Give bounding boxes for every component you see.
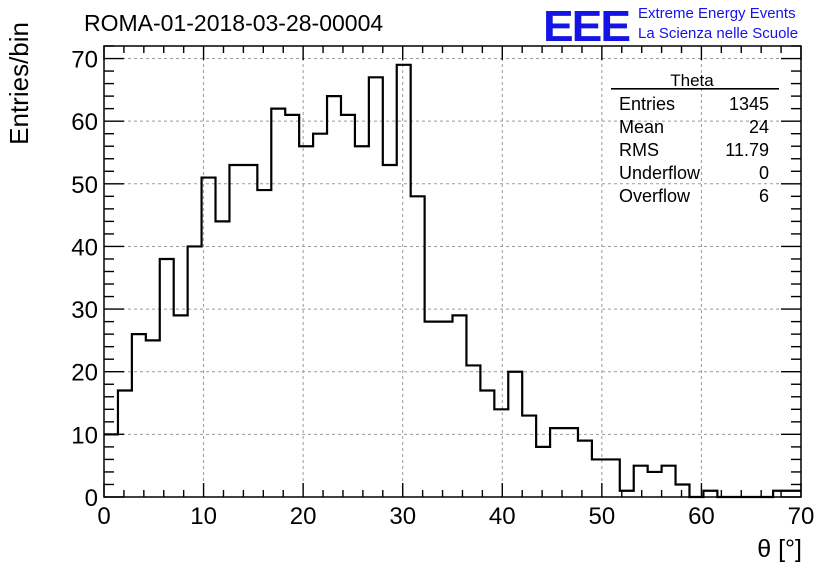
- y-axis-label: Entries/bin: [4, 22, 34, 145]
- x-tick-label: 10: [190, 503, 217, 530]
- axis-ticks: [103, 45, 802, 498]
- stats-label: Entries: [619, 94, 675, 114]
- stats-label: RMS: [619, 140, 659, 160]
- logo-line-1: Extreme Energy Events: [638, 5, 796, 22]
- stats-value: 24: [749, 117, 769, 137]
- y-tick-label: 0: [85, 485, 98, 512]
- y-tick-label: 70: [71, 47, 98, 74]
- x-tick-label: 40: [489, 503, 516, 530]
- y-tick-label: 30: [71, 297, 98, 324]
- stats-box: Theta Entries 1345 Mean 24 RMS 11.79 Underflow…: [611, 71, 779, 206]
- histogram-step-line: [104, 63, 801, 499]
- x-tick-label: 50: [589, 503, 616, 530]
- plot-frame: [103, 45, 802, 498]
- y-tick-label: 20: [71, 360, 98, 387]
- stats-box-rule: [611, 88, 779, 90]
- y-tick-label: 50: [71, 172, 98, 199]
- stats-value: 0: [759, 163, 769, 183]
- stats-label: Underflow: [619, 163, 701, 183]
- stats-value: 1345: [729, 94, 769, 114]
- stats-value: 6: [759, 186, 769, 206]
- stats-box-title: Theta: [670, 71, 714, 90]
- x-tick-label: 0: [97, 503, 110, 530]
- stats-value: 11.79: [725, 140, 769, 160]
- stats-label: Mean: [619, 117, 664, 137]
- x-axis-label: θ [°]: [757, 535, 802, 563]
- y-tick-label: 40: [71, 234, 98, 261]
- x-tick-label: 70: [788, 503, 815, 530]
- y-tick-label: 10: [71, 422, 98, 449]
- eee-logo: EEE: [543, 0, 631, 51]
- y-tick-label: 60: [71, 109, 98, 136]
- x-tick-label: 30: [389, 503, 416, 530]
- x-tick-label: 20: [290, 503, 317, 530]
- grid-lines: [104, 46, 801, 497]
- run-title: ROMA-01-2018-03-28-00004: [84, 10, 384, 36]
- logo-line-2: La Scienza nelle Scuole: [638, 25, 799, 42]
- x-tick-label: 60: [688, 503, 715, 530]
- stats-label: Overflow: [619, 186, 691, 206]
